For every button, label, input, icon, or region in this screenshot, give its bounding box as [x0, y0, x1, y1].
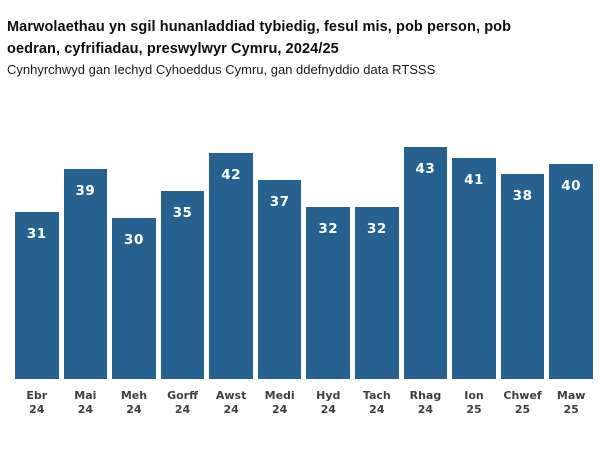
bar: 40 — [549, 163, 593, 379]
x-axis-tick-label-line: 25 — [563, 403, 579, 416]
bar-value-label: 37 — [269, 193, 290, 210]
bar-value-label: 30 — [124, 231, 144, 248]
x-axis-tick-label-line: 24 — [320, 403, 336, 416]
x-axis-tick-label-line: Meh — [120, 389, 148, 402]
x-axis-tick-label-line: 24 — [29, 403, 45, 416]
bars-area: 31 39 30 35 42 37 32 32 43 41 38 40 — [0, 147, 600, 379]
bar-value-label: 31 — [26, 226, 47, 243]
bar-value-label: 35 — [172, 204, 193, 221]
x-axis-tick-label-line: Awst — [215, 389, 247, 402]
x-axis-tick-label: Medi 24 — [258, 389, 302, 417]
x-axis-labels: Ebr 24 Mai 24 Meh 24 Gorff 24 Awst 24 Medi 24 Hyd 24 T… — [0, 389, 600, 417]
x-axis-tick-label: Gorff 24 — [161, 389, 205, 417]
bar: 30 — [112, 217, 156, 379]
bar-value-label: 42 — [221, 166, 241, 183]
bar: 37 — [257, 179, 302, 379]
x-axis-tick-label-line: 24 — [369, 403, 385, 416]
bar: 41 — [452, 158, 496, 379]
x-axis-tick-label-line: Medi — [264, 389, 295, 402]
x-axis-tick-label-line: Ion — [464, 389, 484, 402]
bar-value-label: 40 — [561, 177, 582, 194]
chart-title: Marwolaethau yn sgil hunanladdiad tybied… — [7, 19, 512, 57]
x-axis-tick-label: Ebr 24 — [15, 389, 59, 417]
x-axis-tick-label-line: Ebr — [26, 389, 48, 402]
bar: 35 — [160, 190, 205, 379]
x-axis-tick-label: Mai 24 — [64, 389, 108, 417]
x-axis-tick-label-line: 24 — [417, 403, 434, 416]
x-axis-tick-label-line: Mai — [74, 389, 97, 402]
bar-value-label: 41 — [464, 172, 484, 189]
x-axis-tick-label-line: Rhag — [409, 389, 442, 402]
x-axis-tick-label: Meh 24 — [112, 389, 156, 417]
x-axis-tick-label-line: 24 — [272, 403, 288, 416]
chart-header: Marwolaethau yn sgil hunanladdiad tybied… — [0, 16, 568, 79]
bar-value-label: 32 — [366, 220, 387, 237]
bar: 43 — [403, 147, 448, 379]
x-axis-tick-label: Hyd 24 — [306, 389, 350, 417]
x-axis-tick-label: Rhag 24 — [404, 389, 448, 417]
x-axis-tick-label-line: Tach — [362, 389, 391, 402]
x-axis-tick-label: Chwef 25 — [501, 389, 545, 417]
bar: 39 — [63, 169, 108, 379]
x-axis-tick-label-line: Hyd — [316, 389, 341, 402]
x-axis-tick-label-line: 25 — [514, 403, 531, 416]
x-axis-tick-label: Tach 24 — [355, 389, 399, 417]
x-axis-tick-label-line: 24 — [223, 403, 239, 416]
bar-value-label: 43 — [415, 161, 436, 178]
bar: 32 — [355, 206, 399, 379]
bar-value-label: 39 — [75, 183, 96, 199]
x-axis-tick-label-line: Maw — [556, 389, 586, 402]
x-axis-tick-label-line: 24 — [174, 403, 191, 416]
bar: 38 — [500, 174, 545, 379]
x-axis-tick-label-line: Gorff — [167, 389, 198, 402]
x-axis-tick-label-line: Chwef — [503, 389, 542, 402]
bar: 31 — [15, 212, 59, 379]
bar-chart: 31 39 30 35 42 37 32 32 43 41 38 40 Ebr 24 Mai 24 Meh 24… — [0, 147, 600, 417]
x-axis-tick-label-line: 24 — [77, 403, 94, 416]
bar: 42 — [209, 152, 253, 379]
chart-subtitle: Cynhyrchwyd gan Iechyd Cyhoeddus Cymru, … — [7, 62, 436, 77]
x-axis-tick-label: Awst 24 — [209, 389, 253, 417]
bar-value-label: 32 — [318, 220, 339, 237]
x-axis-tick-label: Ion 25 — [452, 389, 496, 417]
x-axis-tick-label-line: 24 — [126, 403, 142, 416]
bar-value-label: 38 — [512, 188, 533, 205]
bar: 32 — [306, 206, 351, 379]
x-axis-tick-label: Maw 25 — [549, 389, 593, 417]
x-axis-tick-label-line: 25 — [466, 403, 482, 416]
